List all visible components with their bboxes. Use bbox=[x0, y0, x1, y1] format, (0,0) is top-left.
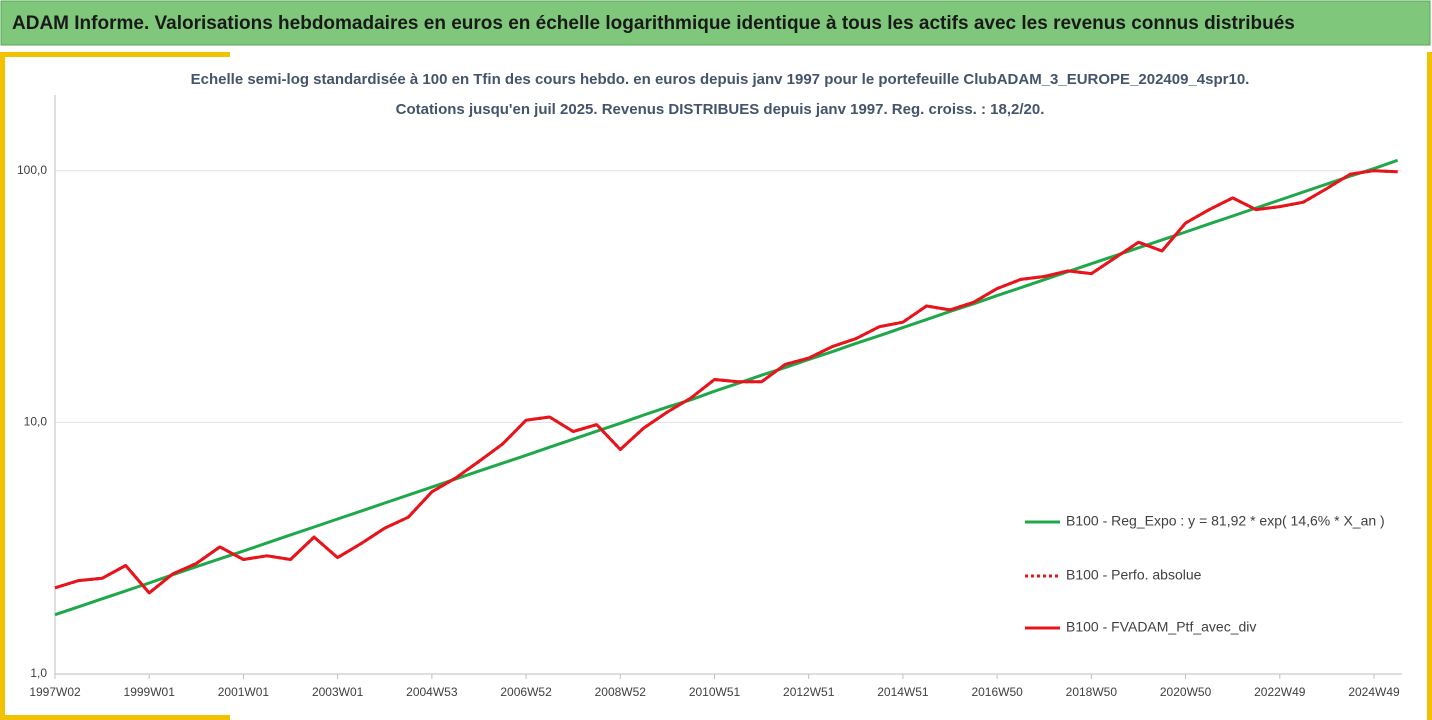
x-tick-label: 1997W02 bbox=[29, 685, 81, 699]
y-tick-label: 100,0 bbox=[17, 163, 47, 177]
accent bbox=[0, 715, 230, 720]
x-tick-label: 2001W01 bbox=[218, 685, 270, 699]
legend-label: B100 - FVADAM_Ptf_avec_div bbox=[1066, 619, 1256, 635]
x-tick-label: 2010W51 bbox=[689, 685, 741, 699]
x-tick-label: 2014W51 bbox=[877, 685, 929, 699]
x-tick-label: 1999W01 bbox=[124, 685, 176, 699]
x-tick-label: 2006W52 bbox=[500, 685, 552, 699]
accent bbox=[1427, 52, 1432, 720]
accent bbox=[0, 52, 230, 57]
legend-label: B100 - Reg_Expo : y = 81,92 * exp( 14,6%… bbox=[1066, 513, 1385, 529]
x-tick-label: 2018W50 bbox=[1066, 685, 1118, 699]
x-tick-label: 2004W53 bbox=[406, 685, 458, 699]
chart-title: Echelle semi-log standardisée à 100 en T… bbox=[191, 71, 1250, 88]
x-tick-label: 2012W51 bbox=[783, 685, 835, 699]
x-tick-label: 2024W49 bbox=[1348, 685, 1400, 699]
x-tick-label: 2003W01 bbox=[312, 685, 364, 699]
y-tick-label: 1,0 bbox=[30, 666, 47, 680]
accent bbox=[0, 52, 5, 720]
series-line bbox=[54, 169, 1398, 595]
chart-subtitle: Cotations jusqu'en juil 2025. Revenus DI… bbox=[396, 101, 1045, 118]
x-tick-label: 2022W49 bbox=[1254, 685, 1306, 699]
legend-label: B100 - Perfo. absolue bbox=[1066, 567, 1202, 583]
x-tick-label: 2016W50 bbox=[971, 685, 1023, 699]
y-tick-label: 10,0 bbox=[24, 415, 48, 429]
x-tick-label: 2008W52 bbox=[595, 685, 647, 699]
x-tick-label: 2020W50 bbox=[1160, 685, 1212, 699]
header-title: ADAM Informe. Valorisations hebdomadaire… bbox=[12, 13, 1295, 34]
header-bar bbox=[0, 0, 1431, 46]
